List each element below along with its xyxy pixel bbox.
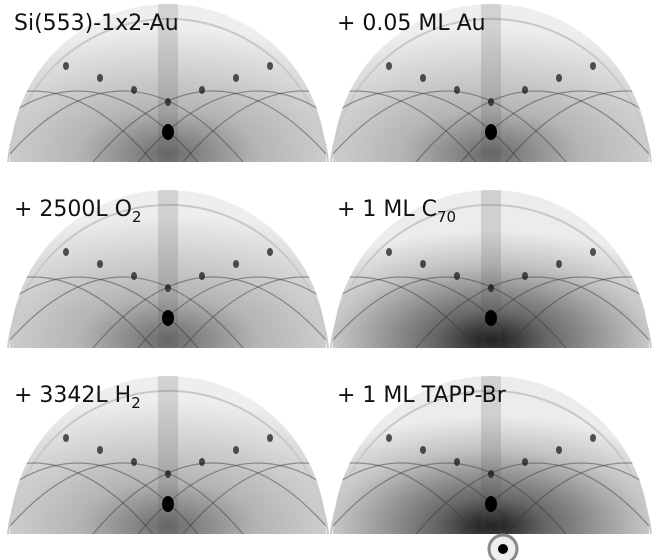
label-text: + 3342L H [14,383,131,408]
diffraction-spot [624,422,630,430]
page: {"panels": [ {"label": "Si(553)-1x2-Au"}… [0,0,657,560]
diffraction-spot [352,50,358,58]
diffraction-spot [29,422,35,430]
diffraction-spot [63,248,69,256]
diffraction-spot [97,446,103,454]
diffraction-spot [301,50,307,58]
diffraction-spot [590,248,596,256]
diffraction-spot [522,272,528,280]
label-text: + 1 ML C [337,197,437,222]
specular-spot [485,124,497,140]
diffraction-spot [420,260,426,268]
diffraction-spot [301,422,307,430]
diffraction-spot [165,470,171,478]
diffraction-spot [454,458,460,466]
diffraction-spot [267,248,273,256]
diffraction-spot [233,260,239,268]
diffraction-spot [556,74,562,82]
label-subscript: 70 [437,208,456,226]
panel-label: + 0.05 ML Au [337,11,486,36]
streak [158,186,178,356]
diffraction-spot [556,446,562,454]
label-subscript: 2 [132,208,142,226]
diffraction-spot [233,74,239,82]
diffraction-spot [199,458,205,466]
diffraction-spot [267,434,273,442]
streak [481,186,501,356]
label-text: + 2500L O [14,197,132,222]
label-subscript: 2 [131,394,141,412]
diffraction-spot [29,50,35,58]
diffraction-spot [352,236,358,244]
diffraction-spot [590,62,596,70]
diffraction-spot [165,98,171,106]
diffraction-spot [420,74,426,82]
diffraction-spot [267,62,273,70]
diffraction-spot [165,284,171,292]
specular-spot [485,310,497,326]
diffraction-spot [624,50,630,58]
diffraction-spot [386,248,392,256]
diffraction-spot [488,284,494,292]
diffraction-spot [97,74,103,82]
diffraction-spot [131,272,137,280]
specular-spot [162,496,174,512]
diffraction-spot [420,446,426,454]
diffraction-spot [522,458,528,466]
diffraction-spot [199,86,205,94]
specular-spot [162,310,174,326]
diffraction-spot [63,62,69,70]
diffraction-spot [131,458,137,466]
diffraction-spot [590,434,596,442]
beam-spot [498,544,508,554]
streak [158,372,178,542]
diffraction-spot [386,434,392,442]
diffraction-spot [624,236,630,244]
diffraction-spot [522,86,528,94]
diffraction-spot [386,62,392,70]
diffraction-spot [63,434,69,442]
specular-spot [485,496,497,512]
diffraction-spot [29,236,35,244]
panel-label: + 3342L H2 [14,383,141,412]
panel-label: + 1 ML TAPP-Br [337,383,507,408]
diffraction-spot [454,86,460,94]
diffraction-spot [556,260,562,268]
diffraction-spot [233,446,239,454]
diffraction-spot [352,422,358,430]
specular-spot [162,124,174,140]
diffraction-spot [301,236,307,244]
diffraction-spot [488,98,494,106]
panel-label: Si(553)-1x2-Au [14,11,179,36]
diffraction-spot [488,470,494,478]
diffraction-spot [454,272,460,280]
diffraction-spot [131,86,137,94]
panel-label: + 2500L O2 [14,197,142,226]
diffraction-spot [97,260,103,268]
figure: Si(553)-1x2-Au + 0.05 ML Au + 2500L O2 +… [0,0,657,560]
diffraction-spot [199,272,205,280]
panels [0,0,657,560]
